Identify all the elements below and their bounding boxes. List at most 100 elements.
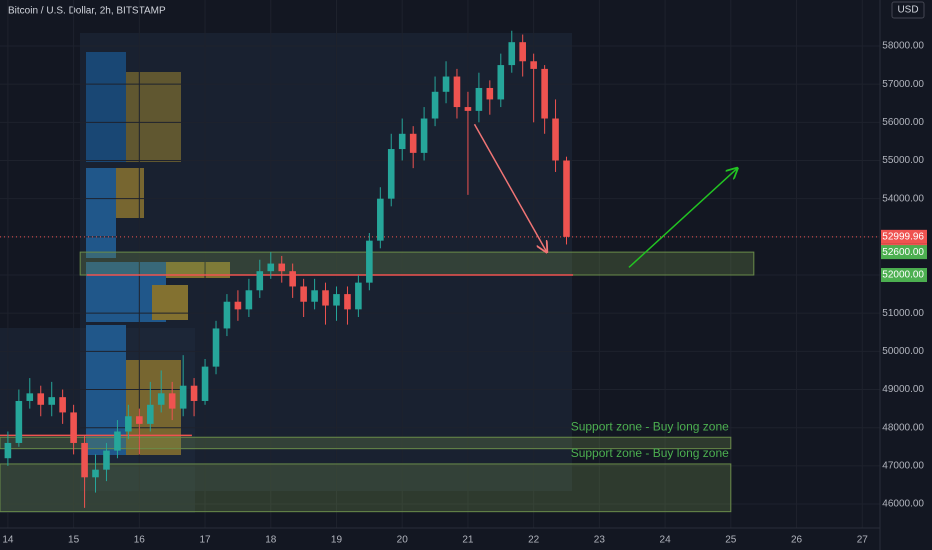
x-tick-label: 17 (199, 535, 211, 546)
price-label-bg (881, 268, 927, 283)
candle-body (136, 416, 143, 424)
x-tick-label: 22 (528, 535, 540, 546)
candle-body (125, 416, 132, 432)
candle-body (168, 393, 176, 409)
last-price-label-bg (881, 229, 927, 244)
candle-body (190, 385, 198, 401)
candle-body (453, 76, 461, 108)
candle-body (157, 393, 165, 405)
x-tick-label: 25 (725, 535, 737, 546)
candle-body (70, 412, 77, 443)
candle-body (59, 397, 66, 413)
candle-body (552, 118, 559, 161)
x-tick-label: 21 (462, 535, 474, 546)
candle-body (48, 397, 56, 405)
x-tick-label: 26 (791, 535, 803, 546)
x-tick-label: 27 (857, 535, 869, 546)
support-zone (79, 251, 755, 276)
candle-body (223, 301, 231, 329)
y-tick-label: 48000.00 (882, 422, 924, 433)
candle-body (267, 263, 275, 272)
y-tick-label: 57000.00 (882, 79, 924, 90)
candle-body (15, 400, 23, 443)
candle-body (377, 198, 384, 241)
price-label: 52000.00 (882, 270, 924, 281)
candle-body (563, 160, 570, 237)
profile-bar (86, 52, 126, 162)
candle-body (245, 290, 253, 310)
y-tick-label: 49000.00 (882, 384, 924, 395)
y-tick-label: 54000.00 (882, 193, 924, 204)
candle-body (344, 294, 351, 310)
profile-bar (152, 285, 188, 320)
candle-body (464, 107, 472, 111)
candle-body (4, 442, 12, 459)
candle-body (114, 431, 121, 451)
candle-body (92, 469, 99, 478)
candle-body (256, 271, 264, 291)
x-tick-label: 23 (594, 535, 606, 546)
candle-body (26, 393, 34, 401)
candle-body (366, 240, 373, 283)
price-label: 52600.00 (882, 247, 924, 258)
candle-body (278, 263, 286, 272)
candle-body (234, 301, 242, 310)
candle-body (311, 290, 318, 302)
chart-title: Bitcoin / U.S. Dollar, 2h, BITSTAMP (8, 6, 166, 17)
candle-body (431, 91, 439, 119)
arrow (628, 168, 737, 268)
candle-body (530, 61, 537, 69)
currency[interactable]: USD (897, 5, 918, 16)
last-price-label: 52999.96 (882, 231, 924, 242)
x-tick-label: 24 (660, 535, 672, 546)
y-tick-label: 46000.00 (882, 499, 924, 510)
profile-bar (126, 72, 181, 162)
candle-body (398, 133, 406, 150)
x-tick-label: 14 (2, 535, 14, 546)
candle-body (541, 68, 548, 119)
zone-label: Support zone - Buy long zone (571, 419, 729, 433)
candle-body (387, 149, 395, 199)
candle-body (475, 87, 483, 111)
candle-body (201, 366, 209, 401)
candle-body (300, 286, 307, 302)
candle-body (179, 385, 187, 409)
candle-body (442, 76, 450, 92)
candle-body (147, 404, 154, 424)
candle-body (322, 290, 329, 306)
support-zone (0, 463, 732, 513)
candle-body (508, 42, 516, 66)
y-tick-label: 55000.00 (882, 155, 924, 166)
candle-body (81, 442, 88, 478)
candle-body (289, 271, 296, 287)
price-label-bg (881, 245, 927, 260)
candle-body (355, 282, 362, 310)
zone-label: Support zone - Buy long zone (571, 446, 729, 460)
candle-body (486, 87, 494, 100)
y-tick-label: 51000.00 (882, 308, 924, 319)
candle-body (420, 118, 428, 153)
y-tick-label: 47000.00 (882, 461, 924, 472)
y-tick-label: 56000.00 (882, 117, 924, 128)
x-tick-label: 20 (397, 535, 409, 546)
x-tick-label: 15 (68, 535, 80, 546)
profile-bar (86, 168, 116, 258)
y-tick-label: 50000.00 (882, 346, 924, 357)
candle-body (212, 328, 220, 367)
candle-body (409, 133, 417, 153)
arrow (473, 123, 547, 252)
profile-bar (166, 262, 230, 278)
x-tick-label: 16 (134, 535, 146, 546)
support-zone (0, 436, 732, 450)
candle-body (333, 294, 340, 306)
currency-badge[interactable] (891, 1, 925, 19)
y-tick-label: 58000.00 (882, 41, 924, 52)
x-tick-label: 18 (265, 535, 277, 546)
candle-body (519, 42, 526, 62)
candle-body (103, 450, 110, 470)
x-tick-label: 19 (331, 535, 343, 546)
candle-body (37, 393, 45, 405)
candle-body (497, 65, 505, 100)
